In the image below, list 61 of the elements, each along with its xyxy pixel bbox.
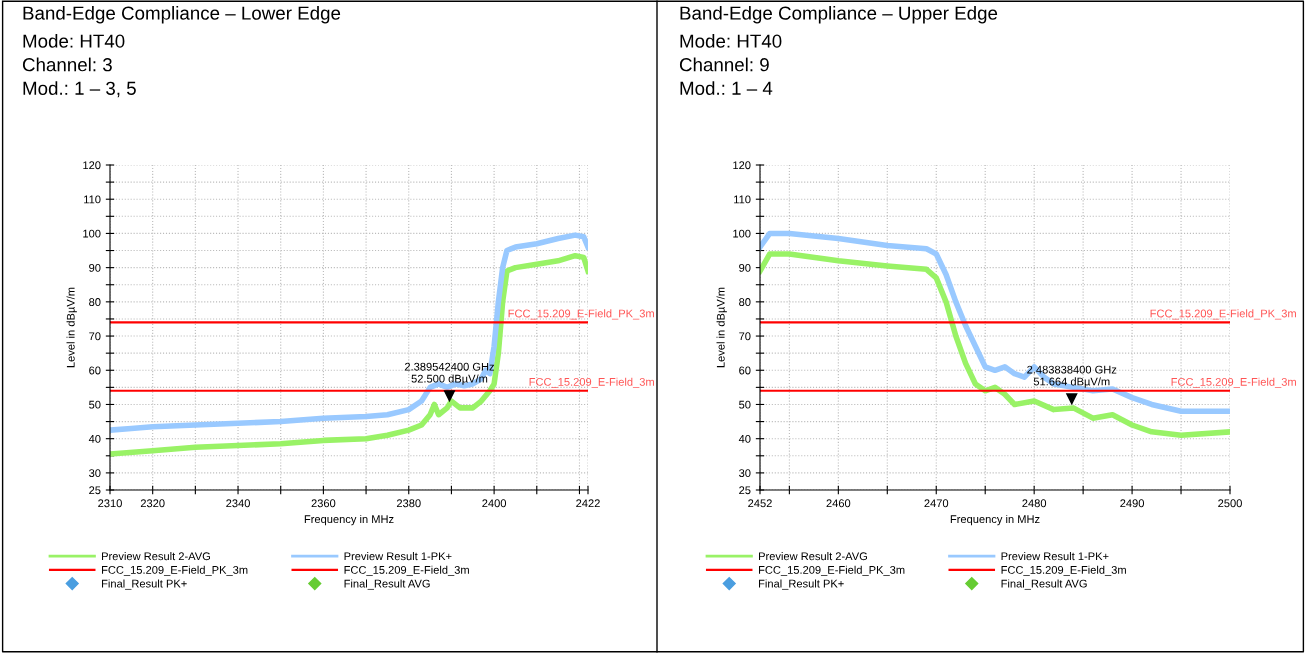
y-tick-label: 25 [739, 486, 751, 495]
y-tick-label: 60 [739, 366, 751, 375]
legend-label: Preview Result 2-AVG [102, 552, 210, 561]
annotation: 2.483838400 GHz 51.664 dBµV/m [1027, 365, 1117, 388]
x-axis-title: Frequency in MHz [304, 514, 394, 526]
chart-subtitle: Mode: HT40 Channel: 3 Mod.: 1 – 3, 5 [22, 34, 136, 98]
y-tick-label: 100 [733, 229, 751, 238]
text: FCC_15.209_E-Field_3m [1001, 565, 1126, 576]
y-tick-label: 120 [83, 161, 101, 170]
legend-label: Preview Result 1-PK+ [344, 552, 452, 561]
y-tick-label: 80 [739, 298, 751, 306]
x-tick-label: 2340 [226, 499, 250, 508]
ref-line-label: FCC_15.209_E-Field_PK_3m [1150, 309, 1296, 320]
y-axis-title: Level in dBµV/m [66, 287, 77, 368]
legend-label: Final_Result PK+ [102, 579, 187, 590]
x-tick-label: 2452 [748, 499, 772, 508]
x-tick-label: 2320 [140, 499, 165, 508]
x-tick-label: 2380 [396, 499, 421, 508]
y-tick-label: 70 [739, 332, 751, 341]
x-tick-label: 2422 [576, 499, 600, 508]
y-tick-label: 40 [738, 434, 751, 443]
chart-title: Band-Edge Compliance – Upper Edge [680, 6, 998, 24]
text: FCC_15.209_E-Field_PK_3m [102, 565, 248, 576]
legend-label: Final_Result AVG [1001, 579, 1087, 590]
legend-label: Final_Result PK+ [759, 579, 844, 590]
ref-line-label: FCC_15.209_E-Field_3m [529, 377, 654, 388]
x-tick-label: 2460 [826, 499, 851, 508]
legend-label: Preview Result 2-AVG [759, 552, 867, 561]
y-tick-label: 120 [733, 161, 751, 170]
annotation: 2.389542400 GHz 52.500 dBµV/m [404, 362, 495, 385]
x-tick-label: 2500 [1218, 499, 1242, 508]
x-tick-label: 2360 [311, 499, 336, 508]
y-tick-label: 100 [83, 229, 101, 238]
chart-title: Band-Edge Compliance – Lower Edge [23, 6, 341, 24]
legend-label: Final_Result AVG [344, 579, 430, 590]
y-tick-label: 90 [739, 263, 751, 272]
y-tick-label: 60 [89, 366, 101, 375]
y-tick-label: 30 [89, 469, 101, 478]
y-tick-label: 40 [88, 434, 101, 443]
y-axis-title: Level in dBµV/m [716, 287, 727, 368]
y-tick-label: 25 [89, 486, 101, 495]
x-tick-label: 2400 [482, 499, 507, 508]
ref-line-label: FCC_15.209_E-Field_PK_3m [508, 309, 654, 320]
x-axis-title: Frequency in MHz [950, 514, 1040, 526]
text: FCC_15.209_E-Field_PK_3m [759, 565, 905, 576]
x-tick-label: 2490 [1120, 499, 1145, 508]
x-tick-label: 2480 [1022, 499, 1047, 508]
y-tick-label: 110 [84, 195, 101, 204]
x-tick-label: 2310 [98, 499, 122, 508]
chart-subtitle: Mode: HT40 Channel: 9 Mod.: 1 – 4 [679, 34, 782, 95]
y-tick-label: 80 [89, 298, 101, 306]
legend-label: Preview Result 1-PK+ [1001, 552, 1109, 561]
y-tick-label: 50 [739, 400, 751, 409]
text: FCC_15.209_E-Field_3m [344, 565, 469, 576]
y-tick-label: 70 [89, 332, 101, 341]
ref-line-label: FCC_15.209_E-Field_3m [1171, 377, 1296, 388]
y-tick-label: 30 [739, 469, 751, 478]
y-tick-label: 110 [734, 195, 751, 204]
y-tick-label: 90 [89, 263, 101, 272]
y-tick-label: 50 [89, 400, 101, 409]
x-tick-label: 2470 [924, 499, 949, 508]
